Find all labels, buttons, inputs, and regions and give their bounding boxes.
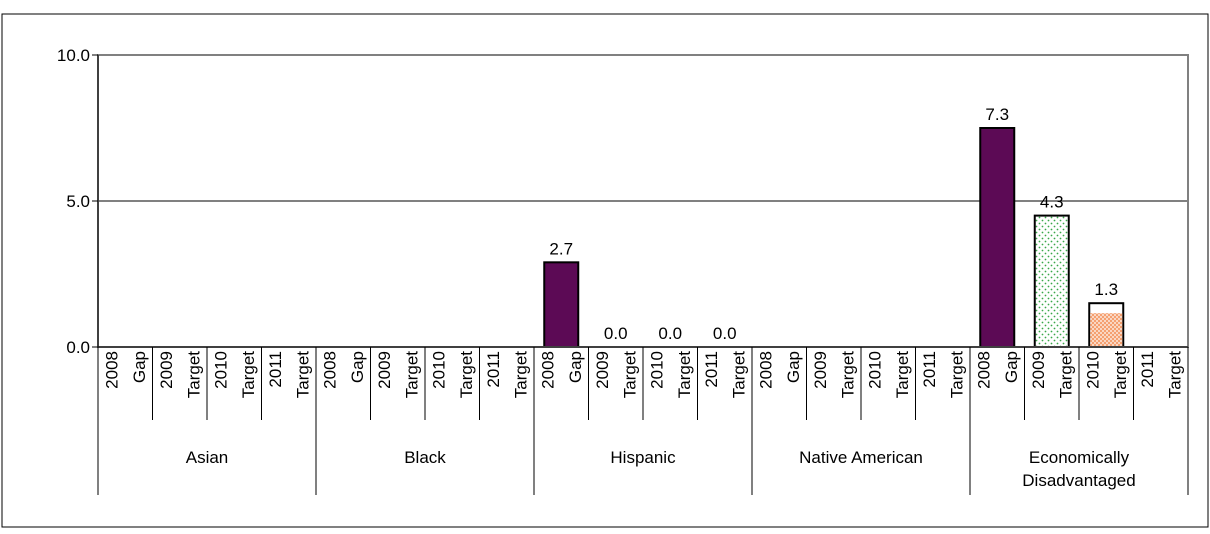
data-label: 4.3 [1040,193,1064,212]
x-tick-label: 2011 [920,351,939,388]
x-tick-label: 2011 [266,351,285,388]
x-tick-label: 2009 [375,351,394,389]
x-tick-label: 2011 [1138,351,1157,388]
y-tick-label: 0.0 [66,338,90,357]
x-tick-label: Target [838,351,857,399]
x-tick-label: 2008 [103,351,122,389]
x-tick-label: Target [239,351,258,399]
y-tick-label: 10.0 [57,46,90,65]
x-tick-label: 2010 [648,351,667,389]
x-tick-label: Gap [130,351,149,383]
x-tick-label: 2010 [1084,351,1103,389]
group-label: Hispanic [610,448,676,467]
data-label: 2.7 [549,239,573,258]
x-tick-label: Gap [348,351,367,383]
x-tick-label: 2009 [593,351,612,389]
x-tick-label: 2010 [866,351,885,389]
bar-fill [1090,313,1123,347]
group-label: Asian [186,448,229,467]
x-tick-label: 2009 [157,351,176,389]
x-tick-label: Gap [1002,351,1021,383]
x-tick-label: Gap [566,351,585,383]
group-label: Native American [799,448,923,467]
x-tick-label: 2009 [1029,351,1048,389]
data-label: 1.3 [1094,280,1118,299]
x-tick-label: Target [893,351,912,399]
bar [543,261,580,349]
x-tick-label: 2008 [757,351,776,389]
x-tick-label: 2008 [539,351,558,389]
x-tick-label: 2011 [702,351,721,388]
x-tick-label: Target [1111,351,1130,399]
group-label: Disadvantaged [1022,471,1135,490]
x-tick-label: Target [402,351,421,399]
x-tick-label: Target [729,351,748,399]
group-label: Black [404,448,446,467]
x-tick-label: Target [620,351,639,399]
bar [1033,214,1070,348]
x-tick-label: Target [184,351,203,399]
x-tick-label: Target [511,351,530,399]
x-tick-label: Target [457,351,476,399]
x-tick-label: Target [1165,351,1184,399]
x-tick-label: Target [675,351,694,399]
bar [979,127,1016,348]
outer-border [1,13,1209,528]
x-tick-label: Target [947,351,966,399]
x-tick-label: 2008 [975,351,994,389]
data-label: 7.3 [985,105,1009,124]
x-tick-label: 2011 [484,351,503,388]
x-tick-label: Gap [784,351,803,383]
x-tick-label: 2010 [212,351,231,389]
x-tick-label: 2010 [430,351,449,389]
data-label: 0.0 [658,324,682,343]
x-tick-label: 2008 [321,351,340,389]
data-label: 0.0 [604,324,628,343]
x-tick-label: Target [1056,351,1075,399]
y-tick-label: 5.0 [66,192,90,211]
data-label: 0.0 [713,324,737,343]
x-tick-label: Target [293,351,312,399]
group-label: Economically [1029,448,1130,467]
x-tick-label: 2009 [811,351,830,389]
